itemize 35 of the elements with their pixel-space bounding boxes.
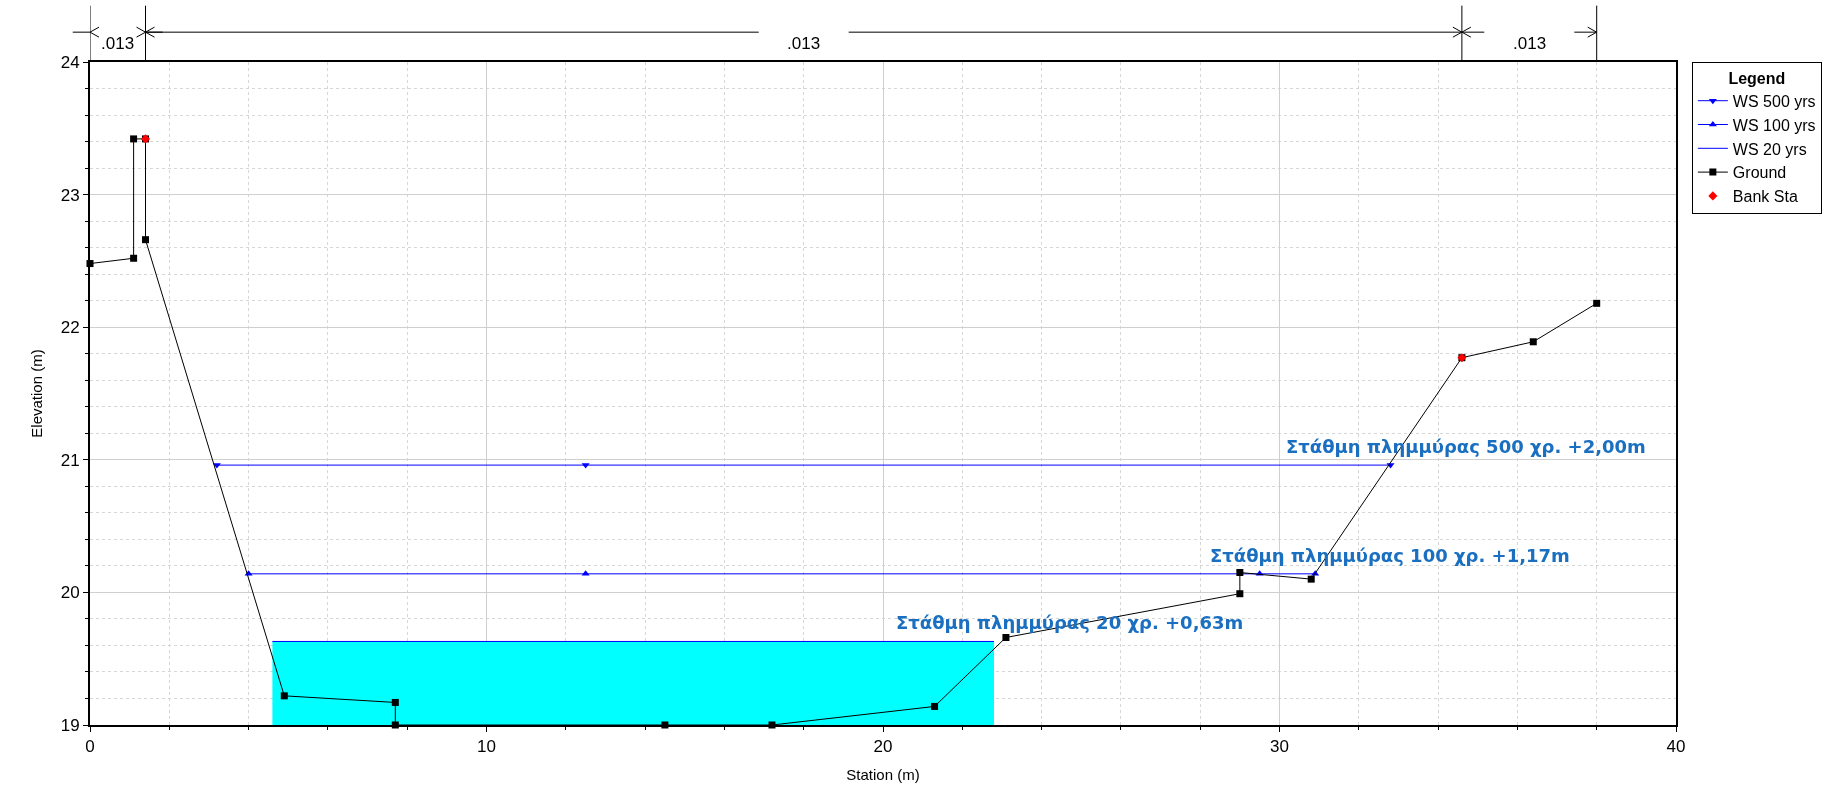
x-tick-label: 10: [477, 737, 496, 757]
text: .013: [1513, 34, 1547, 53]
annotation: Στάθμη πλημμύρας 20 χρ. +0,63m: [896, 612, 1244, 633]
legend-label: WS 100 yrs: [1732, 116, 1816, 134]
legend-label: WS 500 yrs: [1732, 92, 1816, 110]
y-tick-label: 20: [60, 583, 80, 603]
point: [1529, 338, 1537, 346]
legend-label: WS 20 yrs: [1732, 140, 1807, 158]
text: .013: [101, 34, 135, 53]
y-tick-label: 21: [60, 450, 80, 470]
point: [130, 254, 138, 262]
y-axis-title: Elevation (m): [28, 349, 46, 438]
legend-title: Legend: [1728, 69, 1786, 87]
point: [280, 692, 288, 700]
point: [130, 135, 138, 143]
legend-label: Bank Sta: [1732, 188, 1798, 206]
x-tick-label: 40: [1666, 737, 1686, 757]
point: [1593, 299, 1601, 307]
point: [1307, 575, 1315, 583]
y-tick-label: 24: [60, 52, 80, 72]
legend-label: Ground: [1732, 164, 1787, 182]
y-tick-label: 22: [60, 318, 80, 338]
point: [1002, 633, 1010, 641]
point: [391, 698, 399, 706]
point: [142, 236, 150, 244]
y-tick-label: 23: [60, 185, 80, 205]
point: [1236, 590, 1244, 598]
x-tick-label: 0: [85, 737, 95, 757]
point: [1236, 569, 1244, 577]
x-axis-title: Station (m): [846, 765, 920, 783]
x-tick-label: 30: [1270, 737, 1289, 757]
x-tick-label: 20: [873, 737, 893, 757]
point: [931, 702, 939, 710]
y-tick-label: 19: [60, 715, 80, 735]
text: .013: [787, 34, 821, 53]
